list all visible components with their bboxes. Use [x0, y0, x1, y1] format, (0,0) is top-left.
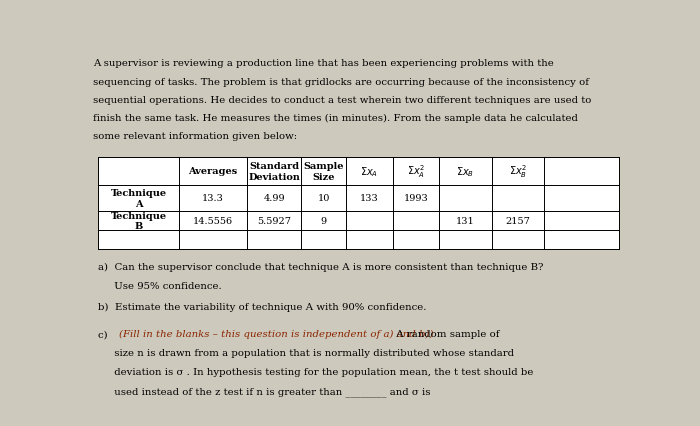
Text: 9: 9: [321, 216, 327, 225]
Text: $\Sigma x_A$: $\Sigma x_A$: [360, 164, 378, 178]
Text: 14.5556: 14.5556: [193, 216, 233, 225]
Text: sequencing of tasks. The problem is that gridlocks are occurring because of the : sequencing of tasks. The problem is that…: [93, 78, 589, 86]
Text: 4.99: 4.99: [263, 194, 285, 203]
Text: deviation is σ . In hypothesis testing for the population mean, the t test shoul: deviation is σ . In hypothesis testing f…: [98, 367, 533, 376]
Text: A random sample of: A random sample of: [393, 329, 499, 338]
Text: Use 95% confidence.: Use 95% confidence.: [98, 282, 222, 291]
Text: 13.3: 13.3: [202, 194, 224, 203]
Text: (Fill in the blanks – this question is independent of a) and b)): (Fill in the blanks – this question is i…: [119, 329, 433, 338]
Text: used instead of the z test if n is greater than ________ and σ is: used instead of the z test if n is great…: [98, 386, 431, 396]
Text: some relevant information given below:: some relevant information given below:: [93, 132, 297, 141]
Text: b)  Estimate the variability of technique A with 90% confidence.: b) Estimate the variability of technique…: [98, 302, 427, 312]
Text: size n is drawn from a population that is normally distributed whose standard: size n is drawn from a population that i…: [98, 348, 514, 357]
Text: $\Sigma x_A^2$: $\Sigma x_A^2$: [407, 163, 425, 180]
Text: finish the same task. He measures the times (in minutes). From the sample data h: finish the same task. He measures the ti…: [93, 113, 578, 123]
Text: 10: 10: [317, 194, 330, 203]
Text: Standard
Deviation: Standard Deviation: [248, 162, 300, 181]
Text: Averages: Averages: [188, 167, 237, 176]
Text: c): c): [98, 329, 115, 338]
Text: a)  Can the supervisor conclude that technique A is more consistent than techniq: a) Can the supervisor conclude that tech…: [98, 263, 544, 272]
Text: Technique
B: Technique B: [111, 211, 167, 230]
Text: $\Sigma x_B$: $\Sigma x_B$: [456, 164, 475, 178]
Text: Sample
Size: Sample Size: [303, 162, 344, 181]
Text: 1993: 1993: [404, 194, 428, 203]
Text: A supervisor is reviewing a production line that has been experiencing problems : A supervisor is reviewing a production l…: [93, 59, 554, 68]
Text: Technique
A: Technique A: [111, 189, 167, 208]
Text: 133: 133: [360, 194, 379, 203]
Text: 131: 131: [456, 216, 475, 225]
Text: 5.5927: 5.5927: [257, 216, 291, 225]
Text: 2157: 2157: [505, 216, 530, 225]
Text: $\Sigma x_B^2$: $\Sigma x_B^2$: [508, 163, 526, 180]
Text: sequential operations. He decides to conduct a test wherein two different techni: sequential operations. He decides to con…: [93, 95, 592, 104]
Bar: [98, 158, 619, 250]
